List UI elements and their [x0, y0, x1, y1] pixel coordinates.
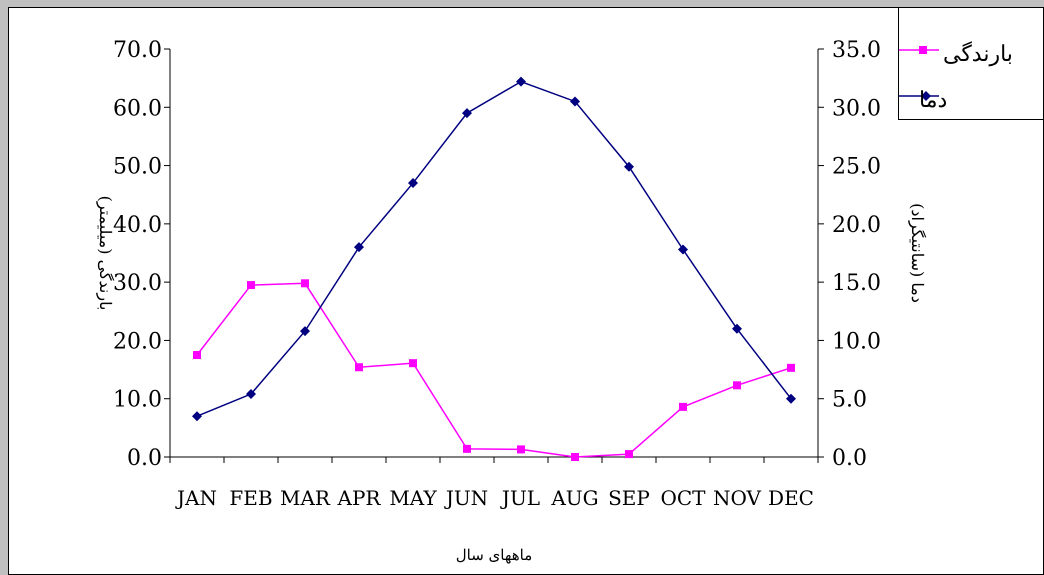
x-tick-label: JUL	[500, 486, 540, 510]
data-point-1	[786, 393, 796, 404]
y-right-tick-label: 35.0	[832, 38, 881, 63]
x-tick-label: JAN	[175, 486, 217, 510]
y-left-tick-label: 50.0	[113, 155, 162, 180]
y-right-tick-label: 20.0	[832, 213, 881, 238]
y-right-axis-title: دما (سانتیگراد)	[908, 203, 927, 303]
x-axis-title: ماههای سال	[456, 546, 533, 564]
x-tick-label: NOV	[713, 486, 762, 510]
x-tick-label: JUN	[444, 486, 488, 510]
y-left-tick-label: 10.0	[113, 388, 162, 413]
series-line-1	[196, 80, 792, 417]
data-point-1	[570, 96, 580, 107]
data-point-1	[192, 411, 202, 422]
data-point-1	[678, 244, 688, 255]
y-left-tick-label: 20.0	[113, 329, 162, 354]
y-right-tick-label: 30.0	[832, 96, 881, 121]
x-tick-label: MAR	[280, 486, 331, 510]
data-point-1	[624, 161, 634, 172]
y-left-axis-title: بارندگی (میلیمتر)	[96, 196, 115, 311]
data-point-0	[625, 450, 633, 459]
legend: بارندگی دما	[898, 7, 1044, 120]
y-right-tick-label: 25.0	[832, 155, 881, 180]
data-point-0	[679, 402, 687, 411]
data-point-0	[247, 281, 255, 290]
x-tick-label: MAY	[389, 486, 437, 510]
y-left-tick-label: 0.0	[127, 446, 162, 471]
legend-swatch-precipitation	[899, 46, 939, 54]
data-point-0	[355, 363, 363, 372]
x-tick-label: FEB	[229, 486, 272, 510]
data-point-1	[246, 389, 256, 400]
x-tick-label: SEP	[608, 486, 650, 510]
data-point-0	[571, 453, 579, 461]
data-point-1	[462, 108, 472, 119]
y-right-tick-label: 15.0	[832, 271, 881, 296]
data-point-0	[301, 279, 309, 288]
y-right-tick-label: 10.0	[832, 329, 881, 354]
data-point-1	[732, 323, 742, 334]
data-point-0	[787, 363, 795, 372]
data-point-0	[733, 381, 741, 390]
chart-area	[8, 7, 1044, 575]
y-left-tick-label: 60.0	[113, 96, 162, 121]
x-tick-label: APR	[337, 486, 382, 510]
y-left-tick-label: 70.0	[113, 38, 162, 63]
legend-label-temperature: دما	[919, 88, 948, 113]
legend-label-precipitation: بارندگی	[943, 42, 1013, 67]
data-point-0	[409, 359, 417, 368]
data-point-0	[463, 444, 471, 453]
data-point-1	[354, 242, 364, 253]
y-right-tick-label: 5.0	[832, 388, 867, 413]
legend-item-precipitation: بارندگی	[899, 38, 1044, 78]
data-point-0	[517, 445, 525, 454]
x-tick-label: DEC	[768, 486, 814, 510]
data-point-0	[193, 351, 201, 359]
legend-item-temperature: دما	[899, 84, 1044, 124]
legend-swatch-temperature	[899, 91, 939, 101]
data-point-1	[300, 326, 310, 337]
x-tick-label: OCT	[660, 486, 706, 510]
data-point-1	[516, 76, 526, 87]
data-point-1	[408, 178, 418, 189]
y-left-tick-label: 30.0	[113, 271, 162, 296]
y-right-tick-label: 0.0	[832, 446, 867, 471]
y-left-tick-label: 40.0	[113, 213, 162, 238]
series-line-0	[196, 282, 792, 458]
x-tick-label: AUG	[550, 486, 598, 510]
